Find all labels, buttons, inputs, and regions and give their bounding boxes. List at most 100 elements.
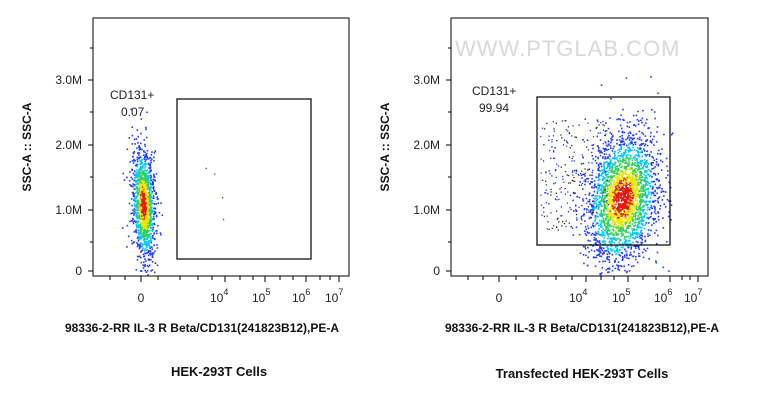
event-dot	[152, 228, 154, 231]
event-dot	[596, 192, 598, 194]
event-dot	[152, 188, 155, 190]
event-dot	[137, 142, 139, 144]
event-dot	[137, 236, 139, 238]
event-dot	[635, 245, 637, 248]
event-dot	[631, 219, 634, 222]
event-dot	[659, 208, 661, 210]
event-dot	[665, 177, 667, 179]
event-dot	[633, 187, 635, 190]
event-dot	[146, 252, 148, 254]
event-dot	[153, 223, 156, 226]
event-dot	[611, 215, 613, 218]
event-dot	[633, 173, 635, 176]
event-dot	[612, 215, 614, 217]
event-dot	[147, 208, 149, 211]
event-dot	[147, 157, 150, 160]
event-dot	[643, 214, 646, 217]
event-dot	[143, 193, 146, 195]
event-dot	[139, 202, 141, 204]
event-dot	[577, 196, 579, 198]
event-dot	[143, 164, 145, 166]
event-dot	[553, 224, 555, 227]
y-axis: 0 1.0M 2.0M 3.0M	[55, 47, 93, 278]
event-dot	[149, 247, 151, 250]
event-dot	[661, 190, 663, 193]
event-dot	[584, 194, 586, 196]
event-dot	[631, 162, 634, 164]
event-dot	[141, 189, 144, 191]
event-dot	[142, 190, 145, 193]
event-dot	[608, 181, 611, 183]
event-dot	[615, 207, 618, 210]
event-dot	[633, 192, 636, 195]
event-dot	[131, 160, 134, 162]
event-dot	[619, 207, 621, 209]
event-dot	[613, 158, 615, 160]
event-dot	[126, 224, 129, 227]
event-dot	[138, 191, 140, 193]
event-dot	[140, 163, 143, 165]
event-dot	[631, 197, 634, 200]
event-dot	[144, 206, 147, 209]
event-dot	[623, 154, 625, 156]
event-dot	[626, 137, 629, 139]
event-dot	[639, 213, 642, 215]
event-dot	[145, 189, 147, 192]
event-dots	[540, 76, 674, 276]
event-dot	[617, 149, 620, 151]
event-dot	[608, 224, 611, 226]
event-dot	[151, 193, 153, 195]
event-dot	[148, 167, 150, 169]
event-dot	[615, 158, 618, 160]
event-dot	[548, 170, 550, 172]
event-dot	[143, 139, 145, 141]
event-dot	[611, 241, 614, 243]
event-dot	[640, 243, 643, 245]
event-dot	[157, 202, 160, 204]
event-dot	[138, 223, 141, 226]
event-dot	[580, 216, 583, 218]
event-dot	[140, 159, 142, 162]
event-dot	[571, 144, 573, 147]
event-dot	[606, 166, 609, 169]
event-dot	[593, 202, 596, 205]
event-dot	[624, 256, 626, 258]
event-dot	[630, 142, 633, 145]
event-dot	[665, 157, 668, 160]
event-dot	[644, 189, 647, 191]
event-dot	[141, 177, 143, 179]
event-dot	[598, 196, 601, 199]
event-dot	[138, 203, 140, 206]
event-dot	[635, 177, 638, 179]
event-dot	[604, 224, 606, 226]
event-dot	[631, 176, 634, 178]
event-dot	[133, 203, 136, 206]
event-dot	[133, 138, 136, 141]
event-dot	[129, 220, 131, 223]
event-dot	[619, 217, 621, 220]
event-dot	[145, 281, 147, 283]
event-dot	[605, 250, 608, 252]
event-dot	[638, 155, 640, 158]
event-dot	[623, 196, 625, 198]
event-dot	[135, 181, 137, 183]
event-dot	[146, 111, 148, 114]
x-axis-title: 98336-2-RR IL-3 R Beta/CD131(241823B12),…	[445, 321, 719, 335]
event-dot	[603, 148, 606, 151]
event-dot	[136, 190, 138, 193]
event-dot	[131, 204, 133, 207]
event-dot	[148, 229, 151, 232]
event-dot	[622, 204, 625, 206]
event-dot	[642, 256, 645, 259]
event-dot	[559, 188, 561, 190]
event-dot	[666, 165, 668, 168]
event-dot	[545, 192, 547, 194]
event-dot	[597, 233, 600, 236]
event-dot	[627, 222, 630, 224]
event-dot	[615, 210, 618, 213]
event-dot	[613, 172, 616, 174]
event-dot	[637, 215, 640, 217]
event-dot	[140, 204, 142, 207]
event-dot	[600, 212, 602, 215]
event-dot	[574, 180, 576, 182]
